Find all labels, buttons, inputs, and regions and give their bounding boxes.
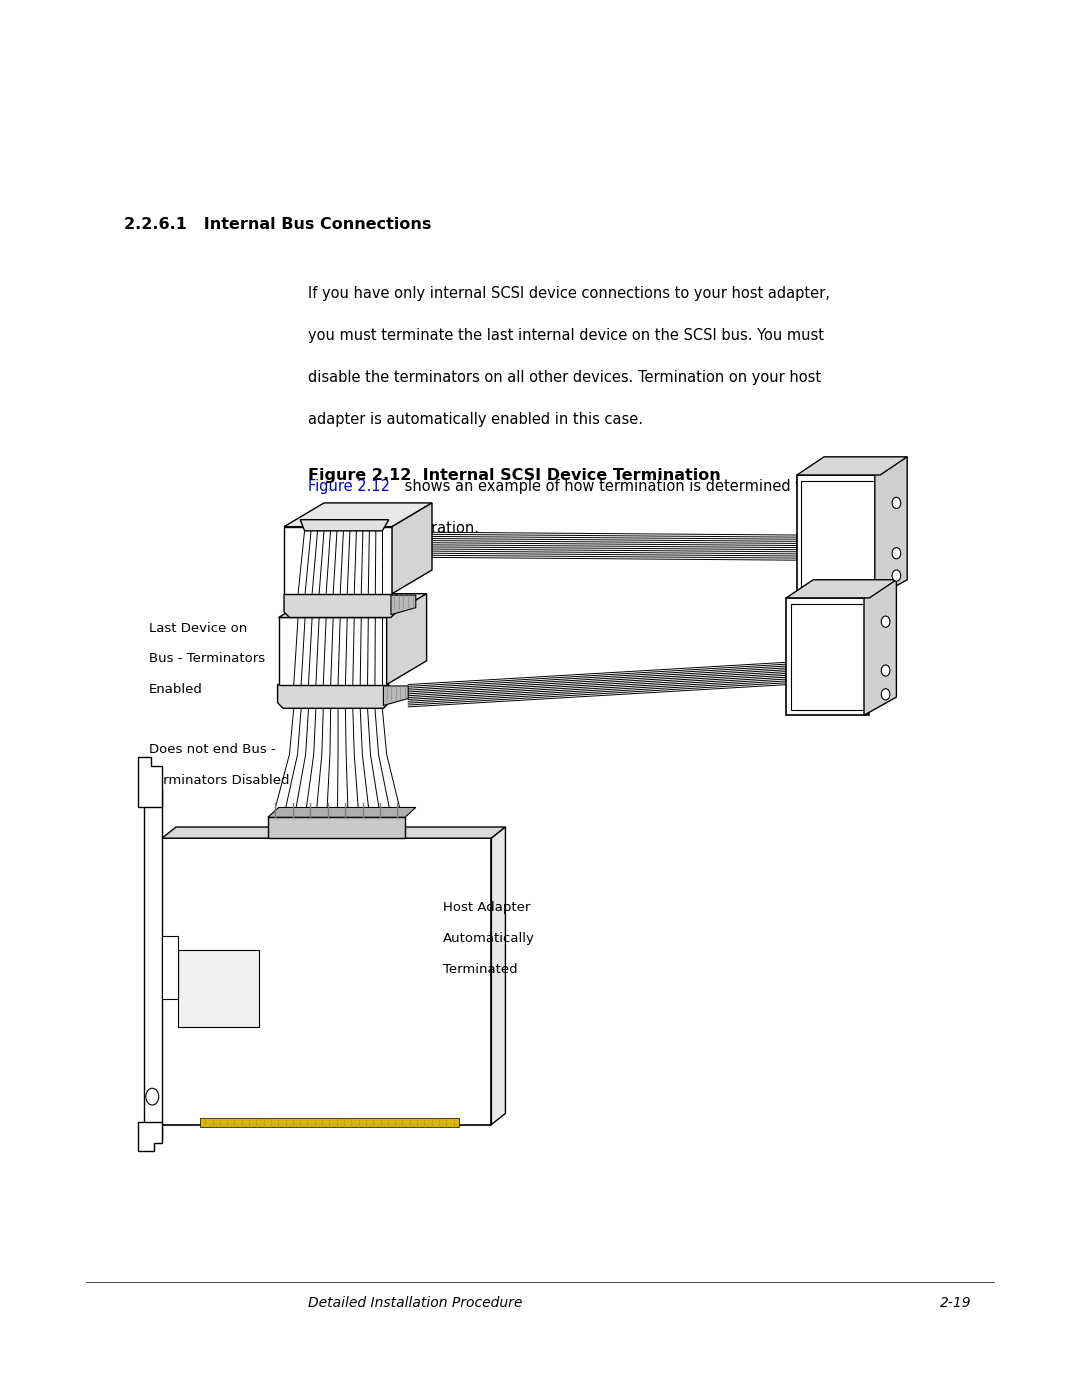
Text: Detailed Installation Procedure: Detailed Installation Procedure: [308, 1296, 522, 1310]
Circle shape: [892, 548, 901, 559]
Circle shape: [892, 497, 901, 509]
Text: adapter is automatically enabled in this case.: adapter is automatically enabled in this…: [308, 412, 643, 427]
Text: Figure 2.12  Internal SCSI Device Termination: Figure 2.12 Internal SCSI Device Termina…: [308, 468, 720, 483]
Text: Automatically: Automatically: [443, 932, 535, 944]
Polygon shape: [864, 580, 896, 715]
Polygon shape: [300, 520, 389, 531]
Polygon shape: [791, 604, 864, 710]
Text: Host Adapter: Host Adapter: [443, 901, 530, 914]
Polygon shape: [875, 457, 907, 598]
Polygon shape: [284, 594, 396, 617]
Circle shape: [146, 1088, 159, 1105]
Polygon shape: [268, 817, 405, 838]
Polygon shape: [279, 617, 387, 685]
Polygon shape: [162, 827, 505, 838]
Text: Figure 2.12: Figure 2.12: [308, 479, 390, 495]
Circle shape: [881, 665, 890, 676]
Circle shape: [881, 689, 890, 700]
Circle shape: [892, 570, 901, 581]
Text: Bus - Terminators: Bus - Terminators: [149, 652, 266, 665]
Polygon shape: [138, 757, 162, 807]
Polygon shape: [391, 595, 416, 615]
Polygon shape: [491, 827, 505, 1125]
Polygon shape: [162, 838, 491, 1125]
Polygon shape: [797, 457, 907, 475]
Text: Last Device on: Last Device on: [149, 622, 247, 634]
Text: If you have only internal SCSI device connections to your host adapter,: If you have only internal SCSI device co…: [308, 286, 829, 302]
Polygon shape: [162, 936, 178, 999]
Text: shows an example of how termination is determined for this: shows an example of how termination is d…: [400, 479, 847, 495]
Polygon shape: [138, 1122, 162, 1151]
Text: Terminators Disabled: Terminators Disabled: [149, 774, 289, 787]
Text: you must terminate the last internal device on the SCSI bus. You must: you must terminate the last internal dev…: [308, 328, 824, 344]
Text: Terminated: Terminated: [443, 963, 517, 975]
Polygon shape: [200, 1118, 459, 1127]
Polygon shape: [801, 481, 875, 592]
Polygon shape: [387, 594, 427, 685]
Circle shape: [881, 616, 890, 627]
Text: disable the terminators on all other devices. Termination on your host: disable the terminators on all other dev…: [308, 370, 821, 386]
Text: Enabled: Enabled: [149, 683, 203, 696]
Text: 2.2.6.1   Internal Bus Connections: 2.2.6.1 Internal Bus Connections: [124, 217, 432, 232]
Polygon shape: [144, 789, 162, 1139]
Polygon shape: [284, 503, 432, 527]
Polygon shape: [284, 527, 392, 594]
Polygon shape: [797, 475, 880, 598]
Polygon shape: [392, 503, 432, 594]
Polygon shape: [383, 686, 408, 705]
Polygon shape: [786, 598, 869, 715]
Polygon shape: [279, 594, 427, 617]
Text: SCSI bus configuration.: SCSI bus configuration.: [308, 521, 478, 536]
Polygon shape: [278, 685, 389, 708]
Polygon shape: [786, 580, 896, 598]
Polygon shape: [268, 807, 416, 817]
Text: Does not end Bus -: Does not end Bus -: [149, 743, 275, 756]
Text: 2-19: 2-19: [940, 1296, 971, 1310]
Polygon shape: [178, 950, 259, 1027]
